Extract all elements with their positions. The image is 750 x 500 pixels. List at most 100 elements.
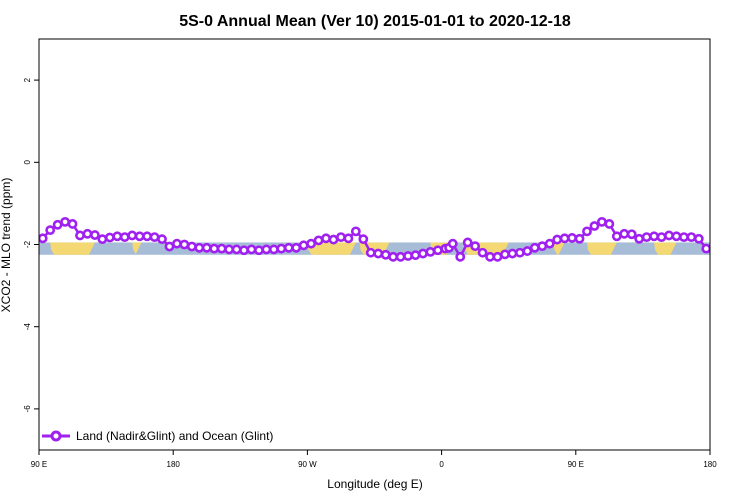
data-point — [544, 238, 555, 249]
data-point — [693, 233, 704, 244]
data-point — [231, 244, 242, 255]
data-point — [328, 234, 339, 245]
legend-marker — [50, 430, 62, 442]
data-point — [239, 245, 249, 256]
data-point — [254, 245, 264, 256]
data-point — [552, 234, 563, 245]
data-point — [60, 216, 70, 227]
data-point — [626, 229, 637, 240]
data-point — [157, 234, 167, 245]
data-point — [432, 245, 443, 256]
data-point — [306, 238, 317, 249]
x-tick-label-4: 90 E — [568, 460, 584, 469]
data-point — [380, 249, 391, 260]
data-point — [216, 243, 227, 254]
x-tick-label-1: 180 — [167, 460, 181, 469]
data-point — [350, 226, 361, 237]
map-land-2 — [307, 242, 356, 255]
data-point — [656, 232, 667, 243]
map-land-0 — [50, 242, 95, 255]
data-point — [455, 251, 466, 262]
data-point — [298, 240, 309, 251]
data-point — [522, 246, 533, 256]
series-layer — [39, 216, 710, 262]
y-axis: 2 0 -2 -4 -6 — [23, 77, 39, 412]
legend-label: Land (Nadir&Glint) and Ocean (Glint) — [76, 429, 273, 443]
x-tick-label-2: 90 W — [298, 460, 317, 469]
data-point — [179, 239, 190, 250]
data-point — [701, 243, 710, 254]
data-point — [365, 247, 376, 258]
data-point — [641, 232, 652, 243]
data-point — [388, 251, 399, 262]
data-point — [671, 231, 682, 242]
data-point — [373, 248, 384, 259]
data-point — [604, 219, 615, 229]
data-point — [283, 242, 294, 253]
legend: Land (Nadir&Glint) and Ocean (Glint) — [42, 429, 273, 443]
map-land-7 — [586, 242, 617, 255]
data-point — [291, 242, 302, 253]
data-point — [97, 234, 108, 245]
data-point — [611, 231, 622, 242]
data-point — [134, 231, 145, 242]
chart-title: 5S-0 Annual Mean (Ver 10) 2015-01-01 to … — [179, 13, 571, 30]
data-point — [477, 247, 488, 258]
data-point — [462, 237, 473, 248]
data-point — [686, 232, 697, 243]
data-point — [425, 246, 436, 257]
data-point — [507, 248, 518, 259]
data-point — [75, 230, 85, 241]
data-point — [261, 244, 272, 255]
data-point — [559, 233, 570, 244]
data-point — [529, 242, 540, 253]
data-point — [336, 232, 346, 243]
data-point — [470, 241, 481, 252]
data-point — [589, 221, 600, 231]
data-point — [127, 230, 138, 241]
data-point — [172, 238, 182, 249]
map-land-6 — [553, 242, 565, 255]
y-tick-label-3: -4 — [23, 323, 32, 331]
data-point — [246, 244, 257, 255]
data-point — [358, 234, 369, 245]
x-tick-label-3: 0 — [439, 460, 444, 469]
data-point — [164, 241, 175, 252]
data-point — [201, 242, 212, 253]
data-point — [649, 231, 659, 242]
data-point — [410, 250, 421, 261]
map-land-8 — [654, 242, 677, 255]
data-point — [149, 232, 160, 243]
data-point — [664, 230, 674, 241]
data-point — [596, 216, 607, 227]
y-tick-label-2: -2 — [23, 240, 32, 248]
data-point — [574, 233, 585, 244]
data-point — [619, 228, 630, 239]
x-axis: 90 E 180 90 W 0 90 E 180 — [31, 450, 717, 469]
x-tick-label-0: 90 E — [31, 460, 47, 469]
x-tick-label-5: 180 — [703, 460, 717, 469]
data-point — [447, 238, 458, 249]
data-point — [45, 225, 56, 236]
data-point — [313, 235, 324, 246]
data-point — [567, 233, 577, 243]
data-point — [39, 233, 48, 244]
y-axis-label: XCO2 - MLO trend (ppm) — [0, 178, 13, 313]
data-point — [67, 219, 78, 229]
data-point — [52, 219, 63, 230]
data-point — [104, 232, 115, 243]
data-point — [537, 241, 548, 252]
map-land-1 — [132, 242, 142, 255]
data-point — [582, 226, 592, 237]
data-point — [276, 243, 287, 254]
data-point — [90, 230, 100, 240]
data-point — [142, 231, 153, 242]
y-tick-label-0: 2 — [23, 77, 32, 82]
data-point — [268, 244, 279, 255]
data-point — [194, 242, 205, 253]
data-point — [492, 251, 503, 262]
data-point — [112, 231, 123, 242]
data-point — [321, 233, 331, 244]
data-point — [82, 228, 93, 239]
